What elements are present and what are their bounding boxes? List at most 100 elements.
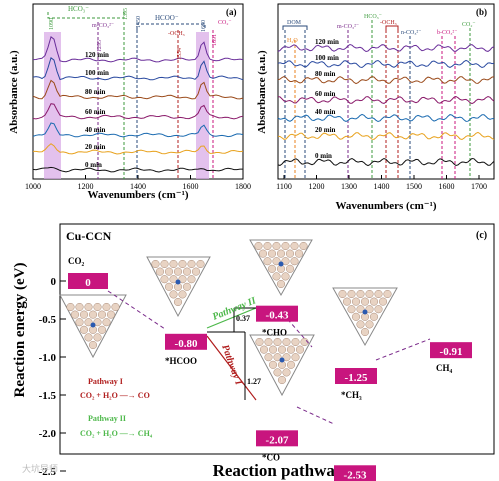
- energy-value: -0.43: [266, 310, 289, 322]
- panel-c-label: (c): [476, 230, 487, 241]
- panel-a-peak-1295: 1295: [97, 40, 103, 52]
- lattice-atom: [272, 257, 281, 266]
- lattice-atom: [276, 249, 286, 258]
- lattice-atom: [178, 275, 187, 284]
- lattice-atom: [66, 302, 75, 312]
- energy-box: [68, 273, 108, 289]
- structure-cho: [249, 239, 313, 297]
- energy-box: [430, 342, 472, 359]
- lattice-atom: [374, 305, 383, 314]
- lattice-atom: [79, 325, 89, 334]
- panel-a-peak-1090: 1090: [49, 18, 55, 30]
- lattice-atom: [173, 267, 183, 276]
- lattice-atom: [182, 282, 192, 291]
- lattice-atom: [187, 259, 196, 269]
- structure-co: [249, 334, 315, 397]
- lattice-atom: [281, 241, 290, 251]
- panel-a-highlight-1660: [196, 32, 209, 179]
- species-label: *CH₃: [341, 390, 362, 400]
- lattice-atom: [268, 345, 278, 354]
- energy-value: -1.25: [345, 372, 368, 384]
- lattice-atom: [70, 310, 80, 319]
- lattice-atom: [347, 289, 356, 299]
- panel-b-xtick-label: 1600: [439, 182, 455, 191]
- lattice-atom: [263, 257, 272, 266]
- lattice-atom: [290, 241, 299, 251]
- panel-c: (c) Cu-CCN 0 -0.5 -1.0 -1.5 -2.0 -2.5 Reactio…: [12, 223, 495, 481]
- panel-a-spectrum-4: [32, 122, 244, 138]
- lattice-atom: [187, 275, 196, 284]
- lattice-atom: [294, 249, 304, 258]
- lattice-atom: [273, 353, 282, 362]
- lattice-atom: [273, 368, 282, 377]
- connector-co2-hcoo: [107, 290, 166, 330]
- panel-a-spectrum-1: [32, 56, 244, 81]
- panel-b-spectrum-6: [277, 157, 495, 167]
- lattice-atom: [173, 297, 183, 307]
- panel-b-xtick-label: 1100: [276, 182, 292, 191]
- lattice-atom: [291, 337, 300, 347]
- panel-b-frame: [277, 3, 495, 180]
- panel-c-ytick-label: -2.0: [39, 428, 57, 440]
- connector-co-co-gas: [296, 406, 335, 425]
- lattice-atom: [369, 312, 379, 321]
- panel-a-time-label: 100 min: [85, 69, 109, 77]
- panel-b-time-label: 120 min: [315, 38, 339, 46]
- lattice-atom: [97, 325, 107, 334]
- panel-b-xtick-label: 1400: [374, 182, 390, 191]
- lattice-atom: [88, 310, 98, 319]
- pathway-2-label: Pathway II: [211, 295, 259, 323]
- lattice-atom: [276, 279, 286, 289]
- panel-a-time-label: 120 min: [85, 51, 109, 59]
- cu-atom: [362, 309, 368, 315]
- lattice-atom: [285, 249, 295, 258]
- panel-a-frame: [32, 3, 244, 180]
- panel-c-ytick-label: -2.5: [39, 466, 57, 478]
- barrier-2-value: 1.27: [247, 377, 261, 386]
- panel-a-peak-1691: 1691: [212, 34, 218, 46]
- panel-a-spectrum-0: [32, 36, 244, 63]
- lattice-atom: [255, 337, 264, 347]
- panel-a-species-och3: -OCH₃: [168, 31, 185, 37]
- lattice-atom: [259, 345, 269, 354]
- connector-ch3-ch4: [375, 338, 431, 361]
- panel-b-spectra: [277, 43, 495, 167]
- structure-ch3: [332, 287, 398, 347]
- lattice-atom: [291, 353, 300, 362]
- lattice-atom: [196, 259, 205, 269]
- panel-a-time-label: 40 min: [85, 126, 106, 134]
- panel-b-time-label: 100 min: [315, 54, 339, 62]
- lattice-atom: [93, 318, 102, 327]
- connector-hcoo-cho: [206, 307, 257, 329]
- lattice-atom: [97, 310, 107, 319]
- lattice-atom: [272, 241, 281, 251]
- panel-b-spectrum-5: [277, 131, 495, 141]
- panel-b-species-bco3: b-CO₃²⁻: [437, 30, 457, 36]
- panel-c-frame: [59, 223, 495, 455]
- watermark: 大坑导师: [22, 463, 58, 474]
- panel-a-time-labels: 120 min 100 min 80 min 60 min 40 min 20 min 0 …: [85, 51, 109, 169]
- energy-value: 0: [85, 277, 91, 289]
- lattice-atom: [93, 333, 102, 342]
- panel-a-xtick-label: 1800: [235, 182, 251, 191]
- lattice-atom: [282, 353, 291, 362]
- panel-a-species-hcoo: HCOO⁻: [155, 14, 179, 22]
- panel-b-spectrum-3: [277, 95, 495, 105]
- lattice-atom: [264, 353, 273, 362]
- lattice-atom: [286, 345, 296, 354]
- energy-box: [256, 430, 298, 447]
- panel-b-spectrum-4: [277, 113, 495, 123]
- cu-atom: [175, 279, 181, 285]
- panel-b-time-label: 60 min: [315, 90, 336, 98]
- panel-a-peak-1450: 1450: [136, 16, 142, 28]
- pathway-1-label: Pathway I: [219, 343, 244, 387]
- cu-atom: [279, 357, 285, 363]
- lattice-atom: [299, 241, 308, 251]
- panel-a-xlabel: Wavenumbers (cm⁻¹): [87, 189, 188, 201]
- cu-atom: [90, 322, 96, 328]
- panel-b-spectrum-0: [277, 43, 495, 53]
- lattice-atom: [178, 259, 187, 269]
- energy-value: -0.91: [440, 346, 463, 358]
- panel-a-xtick-label: 1200: [78, 182, 94, 191]
